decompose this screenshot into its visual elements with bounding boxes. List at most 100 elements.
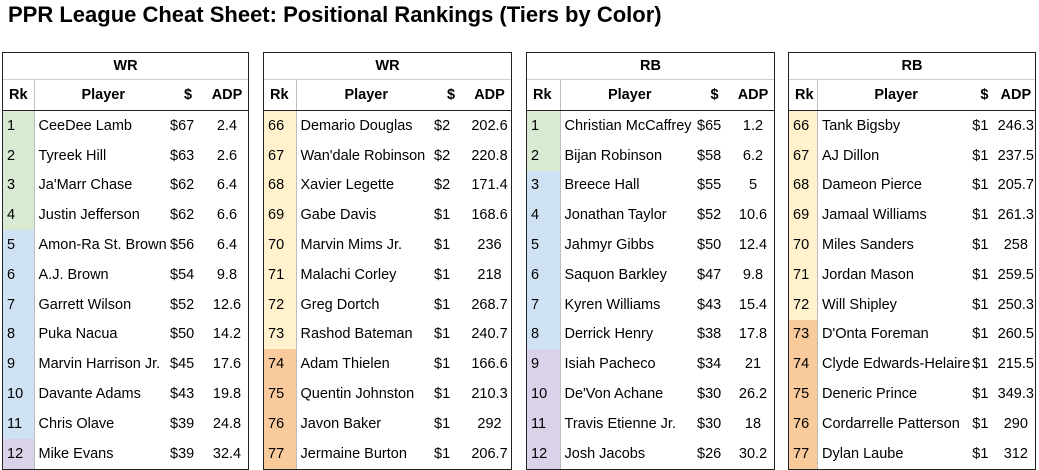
auction-price-cell: $1 xyxy=(972,147,989,164)
player-row: 3 Ja'Marr Chase $62 6.4 xyxy=(3,170,248,201)
adp-cell: 1.2 xyxy=(742,117,764,134)
player-name-cell: Cordarrelle Patterson xyxy=(822,415,960,432)
adp-cell: 218 xyxy=(477,266,502,283)
adp-cell: 6.2 xyxy=(742,147,764,164)
player-name-cell: Clyde Edwards-Helaire xyxy=(822,356,971,373)
auction-price-cell: $39 xyxy=(170,445,195,462)
price-column-header: $ xyxy=(432,79,468,111)
adp-cell: 30.2 xyxy=(738,445,768,462)
tier-rank-cell: 73 xyxy=(264,319,297,350)
tier-rank-cell: 70 xyxy=(789,230,818,260)
tier-rank-cell: 69 xyxy=(789,200,818,231)
player-row: 67 Wan'dale Robinson $2 220.8 xyxy=(264,140,511,171)
adp-cell: 19.8 xyxy=(212,386,242,403)
player-row: 12 Josh Jacobs $26 30.2 xyxy=(527,438,774,469)
tier-rank-cell: 5 xyxy=(3,230,35,260)
player-name-cell: Deneric Prince xyxy=(822,386,918,403)
player-name-cell: Chris Olave xyxy=(38,415,115,432)
player-name-cell: Jamaal Williams xyxy=(822,207,927,224)
auction-price-cell: $1 xyxy=(434,266,451,283)
player-name-cell: Javon Baker xyxy=(300,415,382,432)
page-title: PPR League Cheat Sheet: Positional Ranki… xyxy=(8,2,662,27)
adp-cell: 246.3 xyxy=(997,117,1034,134)
column-header-row: Rk Player $ ADP xyxy=(527,79,774,111)
player-column-header: Player xyxy=(34,79,168,111)
player-name-cell: Dylan Laube xyxy=(822,445,904,462)
player-row: 10 De'Von Achane $30 26.2 xyxy=(527,379,774,409)
tier-rank-cell: 12 xyxy=(3,438,35,469)
rb-rankings-table-top: RB Rk Player $ ADP 1 Christian McCaffrey $65 1.2… xyxy=(526,52,775,470)
adp-cell: 5 xyxy=(748,177,758,194)
player-row: 72 Will Shipley $1 250.3 xyxy=(789,289,1035,320)
tier-rank-cell: 77 xyxy=(789,438,818,469)
adp-cell: 258 xyxy=(1003,237,1028,254)
player-row: 2 Bijan Robinson $58 6.2 xyxy=(527,140,774,171)
adp-cell: 24.8 xyxy=(212,415,242,432)
player-name-cell: Marvin Harrison Jr. xyxy=(38,356,161,373)
player-row: 8 Puka Nacua $50 14.2 xyxy=(3,319,248,350)
player-name-cell: Tyreek Hill xyxy=(38,147,107,164)
tier-rank-cell: 72 xyxy=(789,289,818,320)
adp-cell: 202.6 xyxy=(471,117,508,134)
auction-price-cell: $1 xyxy=(972,415,989,432)
player-name-cell: Saquon Barkley xyxy=(564,266,667,283)
player-row: 10 Davante Adams $43 19.8 xyxy=(3,379,248,409)
player-name-cell: Christian McCaffrey xyxy=(564,117,692,134)
rank-column-header: Rk xyxy=(527,79,561,111)
tier-rank-cell: 3 xyxy=(527,170,561,201)
auction-price-cell: $62 xyxy=(170,177,195,194)
player-row: 72 Greg Dortch $1 268.7 xyxy=(264,289,511,320)
player-name-cell: Ja'Marr Chase xyxy=(38,177,133,194)
position-header-row: WR xyxy=(264,53,511,80)
auction-price-cell: $50 xyxy=(697,237,722,254)
player-row: 76 Cordarrelle Patterson $1 290 xyxy=(789,408,1035,439)
tier-rank-cell: 74 xyxy=(264,349,297,380)
player-column-header: Player xyxy=(817,79,971,111)
auction-price-cell: $1 xyxy=(972,356,989,373)
tier-rank-cell: 70 xyxy=(264,230,297,260)
rankings-grid: WR Rk Player $ ADP 66 Demario Douglas $2 202.6 67… xyxy=(264,53,511,469)
player-name-cell: De'Von Achane xyxy=(564,386,664,403)
player-row: 5 Jahmyr Gibbs $50 12.4 xyxy=(527,230,774,260)
auction-price-cell: $1 xyxy=(972,177,989,194)
player-name-cell: Gabe Davis xyxy=(300,207,377,224)
player-name-cell: Dameon Pierce xyxy=(822,177,922,194)
player-name-cell: Adam Thielen xyxy=(300,356,390,373)
auction-price-cell: $2 xyxy=(434,117,451,134)
adp-cell: 268.7 xyxy=(471,296,508,313)
adp-column-header: ADP xyxy=(206,79,248,111)
adp-cell: 292 xyxy=(477,415,502,432)
rank-column-header: Rk xyxy=(264,79,297,111)
adp-cell: 17.8 xyxy=(738,326,768,343)
adp-cell: 349.3 xyxy=(997,386,1034,403)
tier-rank-cell: 5 xyxy=(527,230,561,260)
tier-rank-cell: 69 xyxy=(264,200,297,231)
player-name-cell: AJ Dillon xyxy=(822,147,880,164)
auction-price-cell: $1 xyxy=(972,386,989,403)
player-row: 67 AJ Dillon $1 237.5 xyxy=(789,140,1035,171)
auction-price-cell: $39 xyxy=(170,415,195,432)
auction-price-cell: $1 xyxy=(434,326,451,343)
adp-cell: 6.6 xyxy=(216,207,238,224)
rankings-grid: WR Rk Player $ ADP 1 CeeDee Lamb $67 2.4 2 Tyreek … xyxy=(3,53,248,469)
wr-rankings-table-top: WR Rk Player $ ADP 1 CeeDee Lamb $67 2.4 2 Tyreek … xyxy=(2,52,249,470)
player-row: 7 Kyren Williams $43 15.4 xyxy=(527,289,774,320)
tier-rank-cell: 67 xyxy=(264,140,297,171)
player-name-cell: Mike Evans xyxy=(38,445,114,462)
auction-price-cell: $1 xyxy=(972,117,989,134)
tier-rank-cell: 75 xyxy=(264,379,297,409)
player-name-cell: Garrett Wilson xyxy=(38,296,132,313)
tier-rank-cell: 68 xyxy=(789,170,818,201)
tier-rank-cell: 75 xyxy=(789,379,818,409)
player-name-cell: Bijan Robinson xyxy=(564,147,663,164)
position-header: RB xyxy=(527,53,774,80)
player-name-cell: CeeDee Lamb xyxy=(38,117,133,134)
auction-price-cell: $1 xyxy=(972,266,989,283)
adp-column-header: ADP xyxy=(468,79,511,111)
tier-rank-cell: 66 xyxy=(789,110,818,141)
auction-price-cell: $2 xyxy=(434,177,451,194)
auction-price-cell: $52 xyxy=(170,296,195,313)
auction-price-cell: $26 xyxy=(697,445,722,462)
adp-cell: 168.6 xyxy=(471,207,508,224)
price-column-header: $ xyxy=(970,79,997,111)
